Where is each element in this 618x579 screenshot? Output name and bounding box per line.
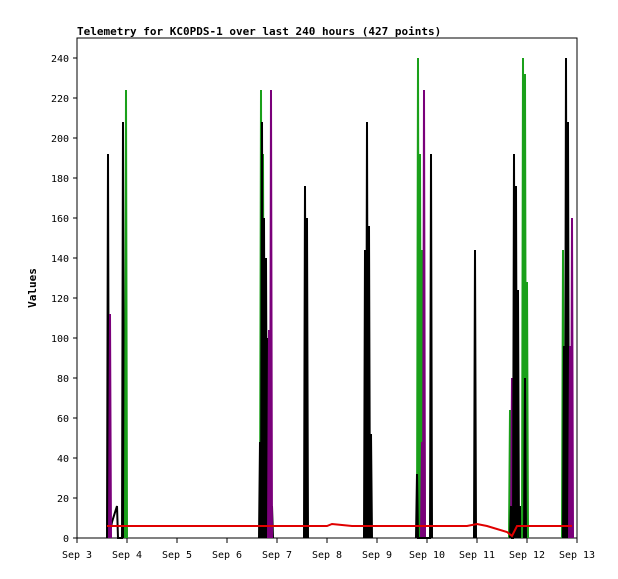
x-tick-label: Sep 4 [112, 550, 142, 561]
x-tick-label: Sep 7 [262, 550, 292, 561]
y-axis-title: Values [26, 268, 39, 308]
x-tick-label: Sep 9 [362, 550, 392, 561]
x-tick-label: Sep 5 [162, 550, 192, 561]
spike-series-15 [521, 57, 529, 539]
x-tick-label: Sep 11 [459, 550, 495, 561]
y-tick-label: 240 [51, 54, 69, 65]
x-tick-label: Sep 6 [212, 550, 242, 561]
y-tick-label: 220 [51, 94, 69, 105]
spike-series-19 [568, 217, 574, 539]
x-tick-label: Sep 8 [312, 550, 342, 561]
x-tick-label: Sep 10 [409, 550, 445, 561]
spike-series-10 [415, 153, 433, 539]
y-tick-label: 140 [51, 254, 69, 265]
chart-title: Telemetry for KC0PDS-1 over last 240 hou… [77, 25, 441, 38]
x-tick-label: Sep 3 [62, 550, 92, 561]
y-tick-label: 0 [63, 534, 69, 545]
y-tick-label: 200 [51, 134, 69, 145]
spike-series-0 [106, 121, 125, 539]
y-tick-label: 60 [57, 414, 69, 425]
x-tick-label: Sep 12 [509, 550, 545, 561]
axis-ticks: 0 20 40 60 80 100 120 140 160 180 200 220 240 Sep 3 Se… [51, 54, 595, 561]
y-tick-label: 80 [57, 374, 69, 385]
spike-series-11 [473, 249, 477, 539]
y-tick-label: 120 [51, 294, 69, 305]
spike-series-1 [108, 313, 112, 539]
x-tick-label: Sep 13 [559, 550, 595, 561]
spike-series-16 [523, 377, 527, 539]
series-line-0 [107, 522, 572, 538]
y-tick-label: 20 [57, 494, 69, 505]
y-tick-label: 180 [51, 174, 69, 185]
plot-frame [76, 37, 578, 539]
y-tick-label: 40 [57, 454, 69, 465]
spike-series-6 [303, 185, 309, 539]
spike-series-5 [267, 89, 273, 539]
y-tick-label: 100 [51, 334, 69, 345]
y-tick-label: 160 [51, 214, 69, 225]
spike-series-2 [124, 89, 128, 539]
spike-series-14 [509, 153, 522, 539]
chart-marks [106, 57, 574, 539]
spike-series-7 [363, 121, 373, 539]
